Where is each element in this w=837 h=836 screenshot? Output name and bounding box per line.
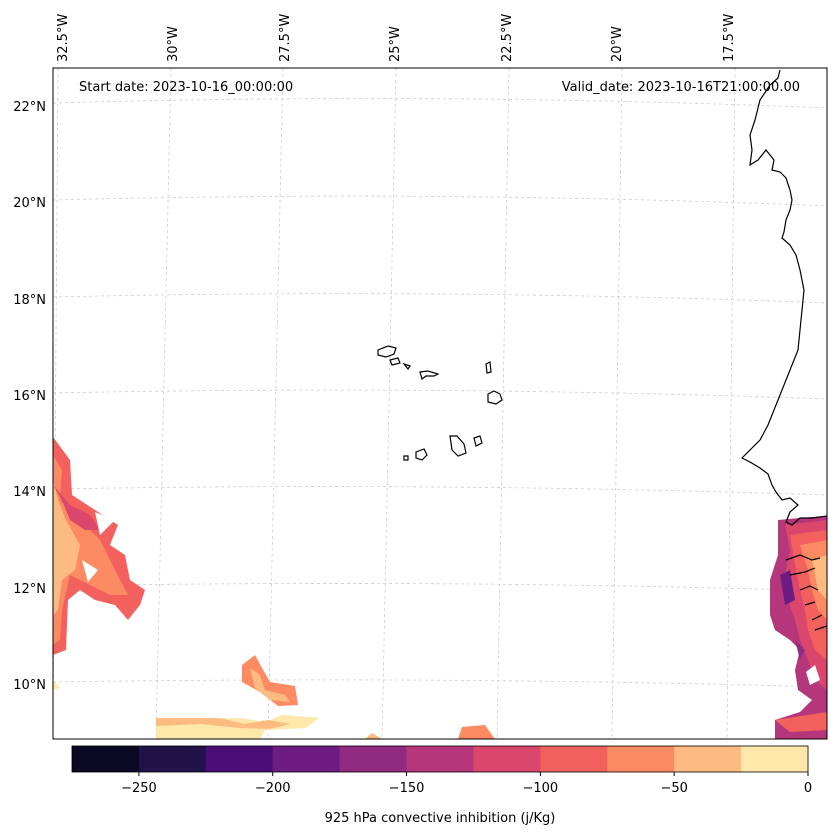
island-maio: [473, 435, 483, 447]
colorbar-tick-label: −200: [255, 781, 291, 796]
africa-coastline: [740, 69, 828, 526]
coastlines: [377, 69, 828, 631]
valid-date-label: Valid_date: 2023-10-16T21:00:00.00: [562, 80, 800, 95]
lat-label: 16°N: [13, 389, 46, 404]
map-frame: [52, 67, 828, 740]
colorbar-swatch: [406, 746, 474, 772]
colorbar-swatch: [138, 746, 207, 772]
colorbar-tick-label: −150: [389, 781, 425, 796]
island-sao-vicente: [389, 357, 401, 366]
colorbar-swatch: [72, 746, 140, 772]
lat-label: 20°N: [13, 196, 46, 211]
lon-label: 27.5°W: [278, 14, 293, 62]
colorbar-swatch: [540, 746, 608, 772]
island-fogo: [415, 448, 428, 461]
colorbar-swatch: [741, 746, 809, 772]
colorbar-tick-label: −50: [660, 781, 687, 796]
lon-label: 30°W: [166, 26, 181, 62]
bijagos-coast: [785, 554, 828, 631]
latitude-labels: 22°N 20°N 18°N 16°N 14°N 12°N 10°N: [13, 100, 46, 693]
lat-label: 14°N: [13, 485, 46, 500]
colorbar-tick-label: 0: [804, 781, 812, 796]
lat-label: 18°N: [13, 293, 46, 308]
map-area: [53, 68, 827, 739]
colorbar-swatches: [72, 746, 809, 772]
colorbar-swatch: [473, 746, 541, 772]
colorbar-ticks: −250 −200 −150 −100 −50 0: [121, 772, 812, 796]
island-santiago: [449, 435, 467, 457]
colorbar-frame: [71, 745, 809, 773]
start-date-label: Start date: 2023-10-16_00:00:00: [79, 80, 293, 95]
colorbar: −250 −200 −150 −100 −50 0 925 hPa convective …: [71, 745, 812, 826]
island-santo-antao: [377, 345, 397, 358]
lat-label: 22°N: [13, 100, 46, 115]
colorbar-swatch: [205, 746, 274, 772]
colorbar-swatch: [674, 746, 742, 772]
island-boa-vista: [487, 390, 503, 405]
lon-label: 22.5°W: [500, 14, 515, 62]
lat-label: 12°N: [13, 582, 46, 597]
lon-label: 25°W: [388, 26, 403, 62]
colorbar-label: 925 hPa convective inhibition (j/Kg): [325, 811, 556, 826]
lat-label: 10°N: [13, 678, 46, 693]
longitude-labels: 32.5°W 30°W 27.5°W 25°W 22.5°W 20°W 17.5…: [56, 14, 737, 62]
lon-label: 20°W: [610, 26, 625, 62]
colorbar-swatch: [607, 746, 675, 772]
island-santa-luzia: [402, 362, 411, 371]
colorbar-swatch: [339, 746, 408, 772]
colorbar-swatch: [272, 746, 341, 772]
lon-label: 32.5°W: [56, 14, 71, 62]
colorbar-tick-label: −100: [523, 781, 559, 796]
lon-label: 17.5°W: [722, 14, 737, 62]
island-sal: [485, 361, 492, 374]
island-brava: [403, 455, 409, 461]
colorbar-tick-label: −250: [121, 781, 157, 796]
island-sao-nicolau: [419, 370, 440, 381]
